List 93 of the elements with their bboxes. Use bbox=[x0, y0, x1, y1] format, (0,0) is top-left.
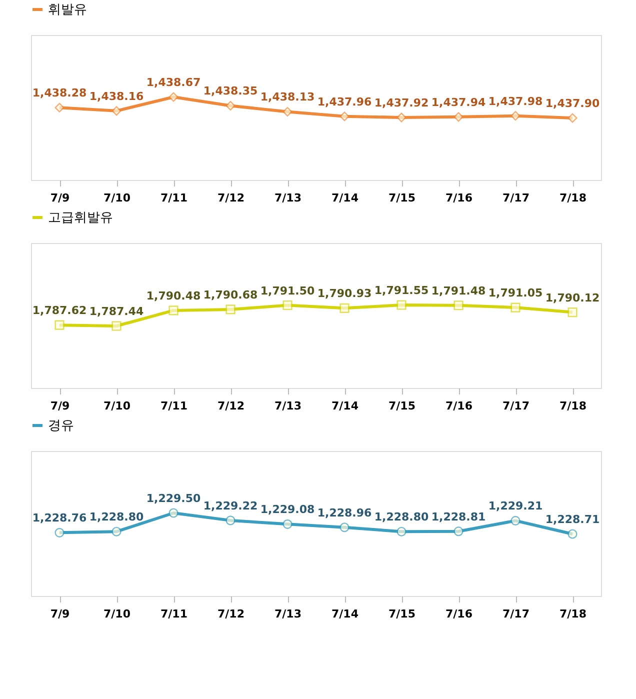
x-tick-label: 7/16 bbox=[446, 400, 473, 412]
point bbox=[282, 519, 292, 529]
data-label: 1,229.08 bbox=[260, 503, 315, 516]
x-tick-label: 7/11 bbox=[160, 608, 188, 620]
x-tick-label: 7/17 bbox=[502, 608, 530, 620]
x-tick-label: 7/14 bbox=[332, 608, 359, 620]
point bbox=[168, 508, 178, 518]
point bbox=[54, 320, 64, 330]
x-tick-label: 7/13 bbox=[274, 608, 302, 620]
data-label: 1,438.35 bbox=[203, 84, 258, 98]
point bbox=[168, 306, 178, 316]
data-label: 1,437.98 bbox=[488, 94, 543, 108]
data-label: 1,791.55 bbox=[374, 284, 429, 297]
point bbox=[454, 112, 464, 122]
data-label: 1,791.48 bbox=[431, 284, 486, 298]
x-tick-label: 7/14 bbox=[332, 192, 359, 204]
point bbox=[226, 304, 236, 314]
point bbox=[396, 526, 406, 536]
x-tick-label: 7/12 bbox=[218, 608, 244, 620]
x-tick-label: 7/18 bbox=[560, 608, 586, 620]
point bbox=[226, 100, 236, 111]
data-label: 1,228.81 bbox=[431, 510, 486, 524]
data-label: 1,438.67 bbox=[146, 76, 201, 89]
x-tick-label: 7/10 bbox=[104, 400, 131, 412]
data-label: 1,228.96 bbox=[317, 506, 372, 520]
x-tick-label: 7/17 bbox=[502, 192, 530, 204]
x-tick-label: 7/13 bbox=[274, 400, 302, 412]
x-tick-label: 7/15 bbox=[388, 608, 416, 620]
point bbox=[112, 526, 122, 536]
x-tick-label: 7/11 bbox=[160, 192, 188, 204]
legend-label: 고급휘발유 bbox=[48, 210, 113, 226]
data-label: 1,437.92 bbox=[374, 96, 429, 110]
point bbox=[454, 526, 464, 536]
data-label: 1,790.12 bbox=[545, 291, 600, 304]
data-label: 1,790.48 bbox=[146, 289, 201, 302]
x-tick-label: 7/10 bbox=[104, 192, 131, 204]
data-label: 1,438.13 bbox=[260, 90, 315, 104]
data-label: 1,791.50 bbox=[260, 284, 315, 298]
x-tick-label: 7/9 bbox=[50, 400, 70, 412]
point bbox=[510, 302, 520, 312]
point bbox=[54, 102, 64, 112]
x-tick-label: 7/9 bbox=[50, 192, 70, 204]
data-label: 1,229.21 bbox=[488, 500, 543, 513]
point bbox=[510, 516, 520, 526]
x-tick-label: 7/9 bbox=[50, 608, 70, 620]
x-tick-label: 7/10 bbox=[104, 608, 131, 620]
point bbox=[112, 321, 122, 331]
data-label: 1,791.05 bbox=[488, 286, 543, 300]
legend-label: 경유 bbox=[48, 418, 74, 434]
data-label: 1,228.71 bbox=[545, 513, 600, 526]
x-tick-label: 7/18 bbox=[560, 192, 586, 204]
point bbox=[396, 112, 406, 122]
legend-label: 휘발유 bbox=[48, 2, 87, 18]
x-tick-label: 7/14 bbox=[332, 400, 359, 412]
x-tick-label: 7/16 bbox=[446, 608, 473, 620]
point bbox=[340, 522, 350, 532]
point bbox=[568, 113, 578, 123]
data-label: 1,438.28 bbox=[32, 86, 87, 100]
point bbox=[282, 106, 292, 117]
point bbox=[340, 112, 350, 122]
point bbox=[340, 303, 350, 313]
data-label: 1,438.16 bbox=[89, 90, 144, 103]
point bbox=[112, 106, 122, 116]
point bbox=[510, 111, 520, 121]
x-tick-label: 7/11 bbox=[160, 400, 188, 412]
point bbox=[54, 528, 64, 538]
point bbox=[168, 92, 178, 102]
point bbox=[396, 300, 406, 310]
x-tick-label: 7/16 bbox=[446, 192, 473, 204]
point bbox=[282, 300, 292, 310]
x-tick-label: 7/15 bbox=[388, 400, 416, 412]
x-tick-label: 7/13 bbox=[274, 192, 302, 204]
point bbox=[226, 516, 236, 526]
x-tick-label: 7/12 bbox=[218, 192, 244, 204]
point bbox=[454, 300, 464, 310]
data-label: 1,790.93 bbox=[317, 287, 372, 300]
data-label: 1,787.44 bbox=[89, 305, 144, 318]
data-label: 1,229.22 bbox=[203, 499, 258, 512]
data-label: 1,437.94 bbox=[431, 96, 486, 109]
data-label: 1,228.76 bbox=[32, 512, 87, 525]
x-tick-label: 7/17 bbox=[502, 400, 530, 412]
data-label: 1,228.80 bbox=[89, 510, 144, 524]
x-tick-label: 7/15 bbox=[388, 192, 416, 204]
data-label: 1,229.50 bbox=[146, 492, 201, 505]
data-label: 1,437.90 bbox=[545, 97, 600, 110]
data-label: 1,437.96 bbox=[317, 95, 372, 108]
point bbox=[568, 308, 578, 318]
x-tick-label: 7/18 bbox=[560, 400, 586, 412]
data-label: 1,787.62 bbox=[32, 304, 87, 318]
data-label: 1,228.80 bbox=[374, 510, 429, 524]
point bbox=[568, 529, 578, 539]
data-label: 1,790.68 bbox=[203, 288, 258, 302]
x-tick-label: 7/12 bbox=[218, 400, 244, 412]
